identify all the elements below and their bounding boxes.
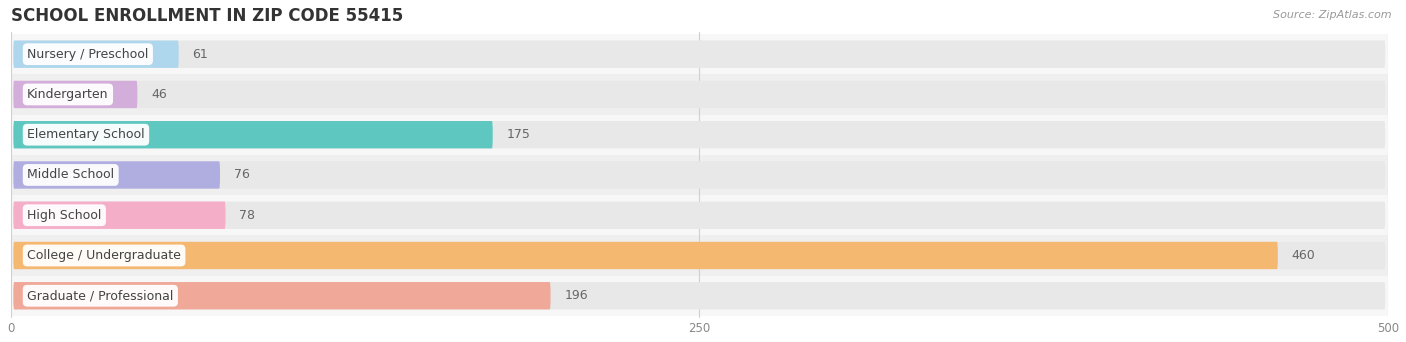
Text: Kindergarten: Kindergarten <box>27 88 108 101</box>
Bar <box>11 74 1388 115</box>
FancyBboxPatch shape <box>14 201 1385 229</box>
FancyBboxPatch shape <box>14 282 1385 310</box>
Text: 460: 460 <box>1292 249 1316 262</box>
Text: 78: 78 <box>239 209 256 222</box>
Text: High School: High School <box>27 209 101 222</box>
FancyBboxPatch shape <box>14 81 1385 108</box>
Text: Graduate / Professional: Graduate / Professional <box>27 289 173 302</box>
Bar <box>11 34 1388 74</box>
FancyBboxPatch shape <box>14 121 1385 148</box>
Text: 61: 61 <box>193 48 208 61</box>
FancyBboxPatch shape <box>14 161 1385 189</box>
Text: Nursery / Preschool: Nursery / Preschool <box>27 48 149 61</box>
Text: College / Undergraduate: College / Undergraduate <box>27 249 181 262</box>
Text: 175: 175 <box>506 128 530 141</box>
FancyBboxPatch shape <box>14 201 225 229</box>
FancyBboxPatch shape <box>14 40 179 68</box>
Text: 46: 46 <box>150 88 167 101</box>
FancyBboxPatch shape <box>14 161 219 189</box>
FancyBboxPatch shape <box>14 282 551 310</box>
FancyBboxPatch shape <box>14 242 1385 269</box>
Text: 196: 196 <box>564 289 588 302</box>
Bar <box>11 115 1388 155</box>
FancyBboxPatch shape <box>14 121 492 148</box>
Bar <box>11 235 1388 276</box>
Text: Elementary School: Elementary School <box>27 128 145 141</box>
Bar <box>11 195 1388 235</box>
Text: Middle School: Middle School <box>27 169 114 182</box>
FancyBboxPatch shape <box>14 40 1385 68</box>
FancyBboxPatch shape <box>14 81 138 108</box>
Bar <box>11 155 1388 195</box>
FancyBboxPatch shape <box>14 242 1278 269</box>
Text: Source: ZipAtlas.com: Source: ZipAtlas.com <box>1274 10 1392 20</box>
Text: SCHOOL ENROLLMENT IN ZIP CODE 55415: SCHOOL ENROLLMENT IN ZIP CODE 55415 <box>11 7 404 25</box>
Bar <box>11 276 1388 316</box>
Text: 76: 76 <box>233 169 250 182</box>
